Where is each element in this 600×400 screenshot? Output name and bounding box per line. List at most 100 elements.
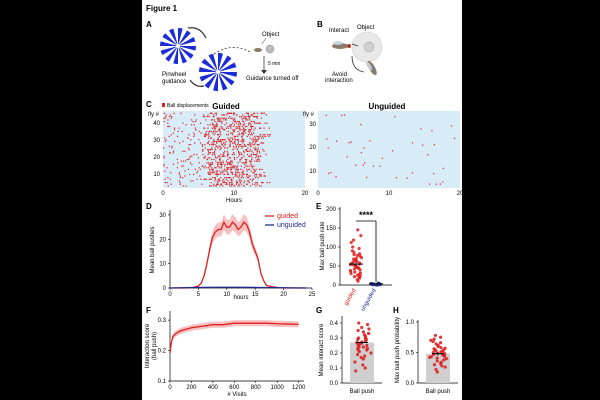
g-point — [354, 369, 358, 373]
raster-event — [231, 185, 233, 187]
raster-event — [213, 124, 215, 126]
e-point — [359, 256, 364, 260]
raster-event — [168, 152, 171, 154]
raster-event — [216, 175, 218, 177]
raster-event — [214, 112, 216, 114]
raster-event — [229, 163, 231, 166]
raster-event — [211, 122, 214, 124]
raster-event — [248, 168, 251, 170]
raster-event — [232, 173, 234, 175]
raster-event — [204, 134, 206, 136]
raster-event — [209, 168, 211, 170]
raster-event — [240, 116, 243, 118]
raster-event — [225, 160, 228, 162]
h-point — [432, 363, 437, 367]
raster-event — [249, 165, 251, 167]
raster-event — [210, 130, 212, 133]
raster-event — [219, 139, 221, 141]
raster-event — [237, 170, 239, 172]
right-black-margin — [462, 0, 600, 400]
raster-event — [223, 173, 225, 175]
raster-event — [341, 114, 343, 117]
e-points — [348, 228, 383, 287]
raster-event — [227, 127, 229, 129]
raster-event — [227, 153, 230, 156]
raster-event — [214, 132, 216, 134]
raster-event — [252, 172, 254, 174]
raster-event — [250, 155, 252, 157]
raster-event — [247, 180, 249, 182]
raster-event — [246, 168, 248, 170]
raster-event — [261, 168, 263, 170]
raster-event — [235, 172, 237, 174]
raster-event — [193, 124, 195, 126]
pinwheel-blade — [178, 46, 196, 51]
raster-event — [167, 185, 169, 187]
raster-event — [217, 147, 219, 149]
raster-event — [241, 132, 243, 134]
raster-event — [237, 147, 239, 149]
h-ytick-label: 0.5 — [406, 351, 415, 357]
raster-event — [235, 135, 237, 137]
f-line — [169, 322, 299, 354]
raster-event — [214, 155, 216, 157]
raster-event — [245, 112, 247, 114]
raster-event — [171, 147, 173, 149]
raster-event — [238, 132, 240, 134]
raster-event — [258, 173, 260, 175]
raster-event — [258, 160, 261, 162]
raster-event — [223, 168, 226, 170]
raster-event — [229, 157, 232, 159]
raster-event — [254, 173, 256, 175]
raster-event — [182, 150, 184, 152]
raster-event — [214, 177, 216, 179]
d-ylabel: Mean ball pushes — [150, 226, 156, 273]
raster-event — [211, 168, 213, 170]
raster-event — [228, 183, 230, 185]
raster-event — [442, 181, 444, 183]
raster-event — [163, 165, 165, 167]
raster-event — [227, 180, 229, 182]
unguided-raster-plot — [318, 111, 460, 188]
fly-a-icon — [254, 48, 262, 52]
raster-event — [232, 152, 235, 154]
raster-event — [227, 134, 230, 136]
raster-event — [233, 125, 235, 128]
raster-event — [251, 157, 253, 159]
raster-event — [264, 122, 266, 124]
raster-event — [241, 117, 243, 119]
raster-event — [248, 168, 250, 170]
raster-event — [210, 182, 212, 184]
guided-ytick-40: 40 — [153, 121, 160, 127]
e-ylabel: Max ball push rate — [320, 221, 326, 271]
raster-event — [214, 125, 216, 128]
raster-event — [238, 127, 240, 129]
raster-event — [210, 137, 213, 139]
raster-event — [190, 180, 192, 182]
raster-event — [228, 139, 231, 141]
raster-event — [253, 172, 255, 174]
raster-event — [209, 112, 211, 114]
raster-event — [256, 158, 259, 161]
raster-event — [170, 183, 172, 185]
raster-event — [240, 145, 242, 147]
raster-event — [217, 183, 219, 185]
raster-event — [230, 170, 232, 172]
raster-event — [217, 162, 220, 164]
raster-event — [193, 153, 195, 156]
raster-event — [227, 173, 230, 175]
raster-event — [234, 185, 236, 187]
raster-event — [200, 178, 202, 180]
raster-event — [247, 130, 250, 133]
raster-event — [257, 147, 259, 149]
h-point — [442, 354, 446, 358]
raster-event — [213, 170, 215, 172]
raster-event — [234, 175, 236, 177]
raster-event — [350, 141, 352, 143]
raster-event — [242, 114, 244, 116]
raster-event — [258, 158, 260, 161]
raster-event — [227, 147, 229, 149]
raster-event — [234, 117, 236, 119]
e-ytick-label: 200 — [326, 207, 337, 213]
raster-event — [229, 167, 231, 169]
